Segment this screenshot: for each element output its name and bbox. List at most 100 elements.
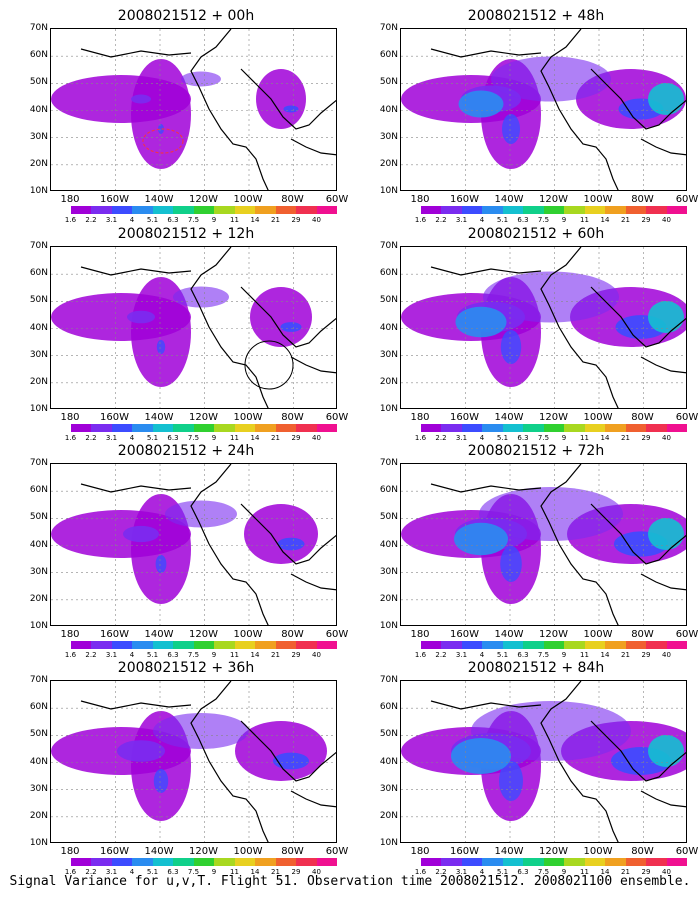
variance-contour-fill xyxy=(244,504,318,564)
longitude-tick-label: 120W xyxy=(539,629,568,640)
colorbar-tick-label: 3.1 xyxy=(105,651,118,659)
colorbar-swatch xyxy=(214,641,235,649)
colorbar-swatch xyxy=(152,641,173,649)
map-plot-area xyxy=(50,680,337,843)
latitude-tick-label: 60N xyxy=(379,50,398,61)
longitude-tick-label: 100W xyxy=(233,412,263,423)
colorbar-swatch xyxy=(214,858,235,866)
latitude-tick-label: 50N xyxy=(379,512,398,523)
colorbar-tick-label: 3.1 xyxy=(455,651,468,659)
colorbar-swatch xyxy=(441,424,462,432)
colorbar-swatch xyxy=(70,206,91,214)
colorbar-swatch xyxy=(625,424,646,432)
colorbar-swatch xyxy=(605,424,626,432)
colorbar-swatch xyxy=(296,424,317,432)
colorbar-swatch xyxy=(234,424,255,432)
colorbar-tick-label: 29 xyxy=(291,868,301,876)
map-panel: 2008021512 + 84h 70N 60N 50N 40N 30N 20N 10N 180… xyxy=(366,660,700,878)
colorbar-swatch xyxy=(502,424,523,432)
colorbar-tick-label: 5.1 xyxy=(496,651,509,659)
latitude-tick-label: 40N xyxy=(29,322,48,333)
colorbar-swatch xyxy=(275,641,296,649)
latitude-tick-label: 60N xyxy=(29,268,48,279)
colorbar-tick-label: 2.2 xyxy=(435,434,447,442)
colorbar-tick-label: 6.3 xyxy=(517,216,529,224)
variance-contour-fill xyxy=(131,94,151,104)
colorbar-swatch xyxy=(275,206,296,214)
colorbar-tick-label: 9 xyxy=(211,651,217,659)
colorbar-swatch xyxy=(132,424,153,432)
colorbar-tick-label: 1.6 xyxy=(64,868,77,876)
colorbar-tick-label: 4 xyxy=(479,434,485,442)
longitude-tick-label: 160W xyxy=(450,846,479,857)
colorbar-tick-label: 6.3 xyxy=(517,651,529,659)
latitude-tick-label: 10N xyxy=(379,404,398,414)
colorbar-swatch xyxy=(91,641,112,649)
colorbar-swatch xyxy=(173,206,194,214)
colorbar-tick-label: 3.1 xyxy=(455,434,468,442)
latitude-tick-label: 20N xyxy=(379,810,398,821)
longitude-tick-label: 120W xyxy=(539,194,568,205)
colorbar-tick-label: 40 xyxy=(662,216,671,224)
latitude-tick-label: 10N xyxy=(379,838,398,848)
colorbar-tick-label: 7.5 xyxy=(187,216,200,224)
colorbar-tick-label: 1.6 xyxy=(64,434,77,442)
latitude-tick-label: 30N xyxy=(379,566,398,577)
colorbar-swatch xyxy=(482,641,503,649)
colorbar-tick-label: 2.2 xyxy=(85,868,97,876)
colorbar-tick-label: 29 xyxy=(641,434,651,442)
colorbar-tick-label: 29 xyxy=(641,216,651,224)
coastline xyxy=(80,29,336,190)
colorbar-tick-label: 6.3 xyxy=(167,216,179,224)
colorbar-swatch xyxy=(441,206,462,214)
colorbar-tick-label: 21 xyxy=(621,216,630,224)
longitude-tick-label: 180 xyxy=(60,629,80,640)
latitude-tick-label: 30N xyxy=(29,349,48,360)
colorbar-swatch xyxy=(173,858,194,866)
variance-contour-fill xyxy=(131,59,191,169)
colorbar-swatch xyxy=(234,206,255,214)
longitude-tick-label: 60W xyxy=(325,629,349,640)
colorbar-swatch xyxy=(152,858,173,866)
longitude-tick-label: 140W xyxy=(144,629,174,640)
map-plot-area xyxy=(400,28,687,191)
colorbar-swatch xyxy=(275,858,296,866)
colorbar-tick-label: 2.2 xyxy=(85,434,97,442)
latitude-tick-label: 40N xyxy=(29,539,48,550)
latitude-tick-label: 50N xyxy=(379,729,398,740)
colorbar-swatch xyxy=(50,858,71,866)
variance-contour-fill xyxy=(471,701,631,761)
variance-contour-fill xyxy=(280,322,302,332)
colorbar-swatch xyxy=(152,424,173,432)
variance-contour-fill xyxy=(500,330,522,364)
variance-contour-fill xyxy=(277,537,305,551)
variance-map-svg xyxy=(51,464,336,625)
colorbar-tick-label: 9 xyxy=(561,434,567,442)
variance-map-svg xyxy=(51,681,336,842)
colorbar-swatch xyxy=(543,641,564,649)
colorbar-swatch xyxy=(255,858,276,866)
latitude-tick-label: 20N xyxy=(29,810,48,821)
latitude-tick-label: 40N xyxy=(379,539,398,550)
colorbar-swatch xyxy=(70,424,91,432)
colorbar-tick-label: 7.5 xyxy=(537,216,550,224)
variance-map-svg xyxy=(401,464,686,625)
map-plot-area xyxy=(400,463,687,626)
variance-contour-fill xyxy=(648,518,684,550)
colorbar-tick-label: 5.1 xyxy=(146,868,159,876)
variance-contour-fill xyxy=(479,487,623,541)
colorbar-swatch xyxy=(91,206,112,214)
longitude-tick-label: 120W xyxy=(189,194,218,205)
coastline xyxy=(80,464,336,625)
latitude-tick-label: 70N xyxy=(29,675,48,685)
colorbar-tick-label: 11 xyxy=(580,868,589,876)
longitude-tick-label: 140W xyxy=(144,412,174,423)
longitude-tick-label: 120W xyxy=(189,629,218,640)
longitude-tick-label: 80W xyxy=(631,412,654,423)
panel-title: 2008021512 + 48h xyxy=(467,8,605,24)
colorbar-swatch xyxy=(441,641,462,649)
longitude-tick-label: 140W xyxy=(494,629,524,640)
colorbar-swatch xyxy=(193,858,214,866)
variance-contour-fill xyxy=(648,83,684,115)
colorbar-swatch xyxy=(605,641,626,649)
